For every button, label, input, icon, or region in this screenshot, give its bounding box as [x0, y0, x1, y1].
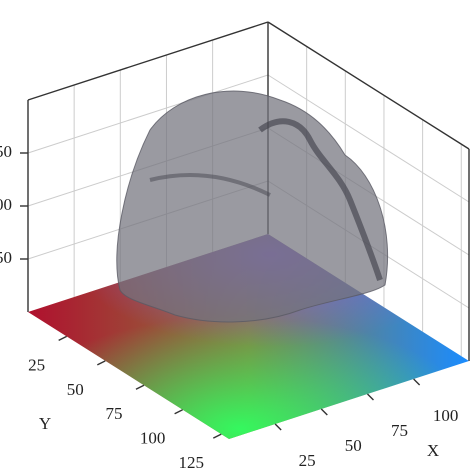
tick-mark	[320, 408, 328, 416]
tick-mark	[58, 335, 67, 342]
x-tick-label: 50	[345, 436, 362, 455]
z-tick-label: 100	[0, 195, 12, 214]
mesh-shadow	[149, 173, 271, 197]
z-tick-label: 150	[0, 142, 12, 161]
head-surface	[116, 90, 389, 323]
tick-mark	[174, 409, 183, 415]
y-tick-label: 50	[67, 380, 84, 399]
x-tick-label: 75	[391, 421, 408, 440]
x-axis-label: X	[427, 441, 439, 460]
tick-mark	[96, 360, 106, 366]
y-tick-label: 75	[105, 404, 122, 423]
tick-mark	[413, 378, 421, 386]
box-edge	[27, 21, 269, 101]
y-tick-label: 125	[179, 453, 205, 472]
grid-line	[267, 74, 470, 203]
y-axis-label: Y	[39, 414, 51, 433]
tick-mark	[212, 433, 222, 439]
surface-mesh	[116, 90, 389, 323]
mesh-shadow	[258, 118, 383, 281]
tick-mark	[274, 423, 282, 431]
tick-mark	[135, 384, 145, 390]
tick-mark	[366, 393, 374, 401]
y-tick-label: 25	[28, 355, 45, 374]
grid-line	[27, 74, 269, 154]
z-tick-label: 50	[0, 248, 12, 267]
x-tick-label: 25	[299, 451, 316, 470]
box-edge	[267, 21, 470, 150]
y-tick-label: 100	[140, 429, 166, 448]
x-tick-label: 100	[433, 406, 459, 425]
axes: 25 50 75 100 125 25 50 75 100 50 100 150 Y X	[0, 142, 458, 472]
